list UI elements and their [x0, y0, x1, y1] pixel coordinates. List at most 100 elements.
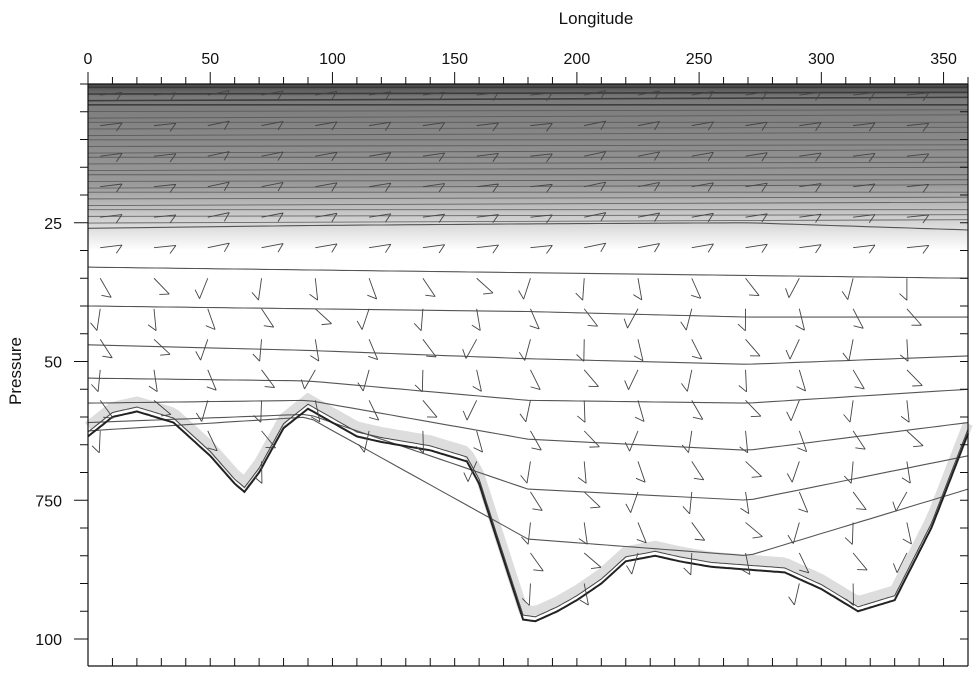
wind-barb-flag	[463, 472, 469, 482]
wind-barb	[421, 369, 424, 392]
wind-barb-flag	[707, 182, 714, 192]
wind-barb	[476, 91, 499, 96]
wind-barb	[745, 152, 768, 157]
wind-barb	[368, 339, 379, 360]
wind-barb	[583, 400, 586, 423]
wind-barb-flag	[868, 153, 876, 162]
wind-barb	[314, 278, 319, 301]
wind-barb-flag	[707, 152, 714, 162]
wind-barb-flag	[624, 380, 629, 390]
wind-barb	[153, 183, 176, 188]
wind-barb	[798, 308, 805, 331]
wind-barb	[745, 430, 749, 453]
wind-barb-flag	[761, 91, 768, 101]
wind-barb-flag	[796, 386, 806, 392]
wind-barb-flag	[91, 445, 100, 454]
wind-barb-flag	[901, 477, 911, 484]
wind-barb	[906, 308, 922, 326]
wind-barb-flag	[169, 245, 177, 254]
wind-barb	[369, 91, 391, 96]
wind-barb-flag	[625, 503, 632, 513]
wind-barb-flag	[636, 539, 647, 544]
wind-barb	[422, 122, 445, 127]
wind-barb	[853, 91, 876, 96]
wind-barb-flag	[263, 325, 274, 328]
wind-barb	[906, 461, 911, 484]
wind-barb-flag	[843, 414, 851, 423]
wind-barb	[691, 522, 706, 541]
band-isoline	[87, 91, 969, 95]
band-isoline	[87, 144, 969, 147]
wind-barb-flag	[492, 153, 499, 162]
wind-barb-flag	[681, 383, 688, 392]
wind-barb-flag	[694, 538, 705, 541]
wind-barb-flag	[600, 212, 607, 222]
wind-barb	[629, 430, 639, 452]
wind-barb	[153, 214, 176, 218]
wind-barb-flag	[868, 183, 876, 193]
wind-barb	[789, 339, 800, 360]
wind-barb	[628, 369, 639, 390]
wind-barb-flag	[590, 506, 601, 509]
wind-barb	[261, 212, 284, 218]
wind-barb-flag	[90, 384, 99, 393]
wind-barb-flag	[751, 475, 762, 478]
wind-barb-flag	[331, 121, 338, 131]
wind-barb-flag	[845, 598, 854, 606]
wind-barb	[153, 338, 171, 355]
wind-barb	[153, 308, 157, 331]
wind-barb-flag	[252, 353, 260, 362]
wind-barb-flag	[785, 288, 790, 298]
wind-barb-flag	[518, 290, 525, 300]
wind-barb	[207, 120, 230, 127]
wind-barb	[745, 243, 768, 249]
wind-barb	[799, 91, 822, 96]
wind-barb-flag	[277, 212, 284, 222]
wind-barb-flag	[310, 355, 320, 362]
wind-barb-flag	[277, 243, 284, 253]
wind-barb	[906, 122, 929, 127]
wind-barb-flag	[385, 91, 392, 101]
wind-barb	[583, 522, 588, 545]
wind-barb-flag	[600, 242, 607, 253]
wind-barb	[637, 120, 660, 127]
wind-barb	[207, 212, 230, 218]
wind-barb	[798, 430, 808, 452]
wind-barb	[691, 461, 705, 481]
wind-barb	[153, 244, 176, 249]
wind-barb-flag	[590, 566, 602, 570]
wind-barb-flag	[546, 214, 553, 224]
wind-barb	[201, 400, 209, 422]
wind-barb	[369, 243, 391, 249]
wind-barb	[422, 400, 438, 418]
wind-barb	[906, 244, 929, 249]
wind-barb-flag	[206, 386, 217, 391]
wind-barb	[153, 153, 176, 157]
x-tick-label: 350	[930, 51, 957, 68]
wind-barb	[851, 522, 854, 545]
y-tick-label: 25	[44, 216, 62, 233]
wind-barb	[422, 244, 445, 249]
wind-barb-flag	[169, 153, 177, 163]
wind-barb-flag	[899, 354, 909, 362]
wind-barb	[798, 369, 807, 392]
wind-barb-flag	[795, 325, 805, 331]
wind-barb-flag	[856, 508, 867, 511]
wind-barb-flag	[414, 384, 423, 393]
wind-barb	[261, 369, 276, 388]
wind-barb-flag	[683, 567, 692, 576]
wind-barb-flag	[788, 596, 795, 606]
wind-barb-flag	[115, 92, 123, 101]
wind-barb-flag	[787, 534, 794, 544]
x-tick-label: 250	[686, 51, 713, 68]
wind-barb-flag	[707, 243, 714, 253]
wind-barb	[627, 308, 639, 329]
wind-barb	[688, 430, 693, 453]
wind-barb	[691, 400, 704, 420]
wind-barb	[530, 308, 540, 330]
band-isoline	[87, 109, 969, 112]
wind-barb-flag	[115, 214, 123, 223]
band-isoline	[87, 96, 969, 102]
wind-barb-flag	[798, 508, 808, 513]
band-isoline	[87, 219, 969, 224]
